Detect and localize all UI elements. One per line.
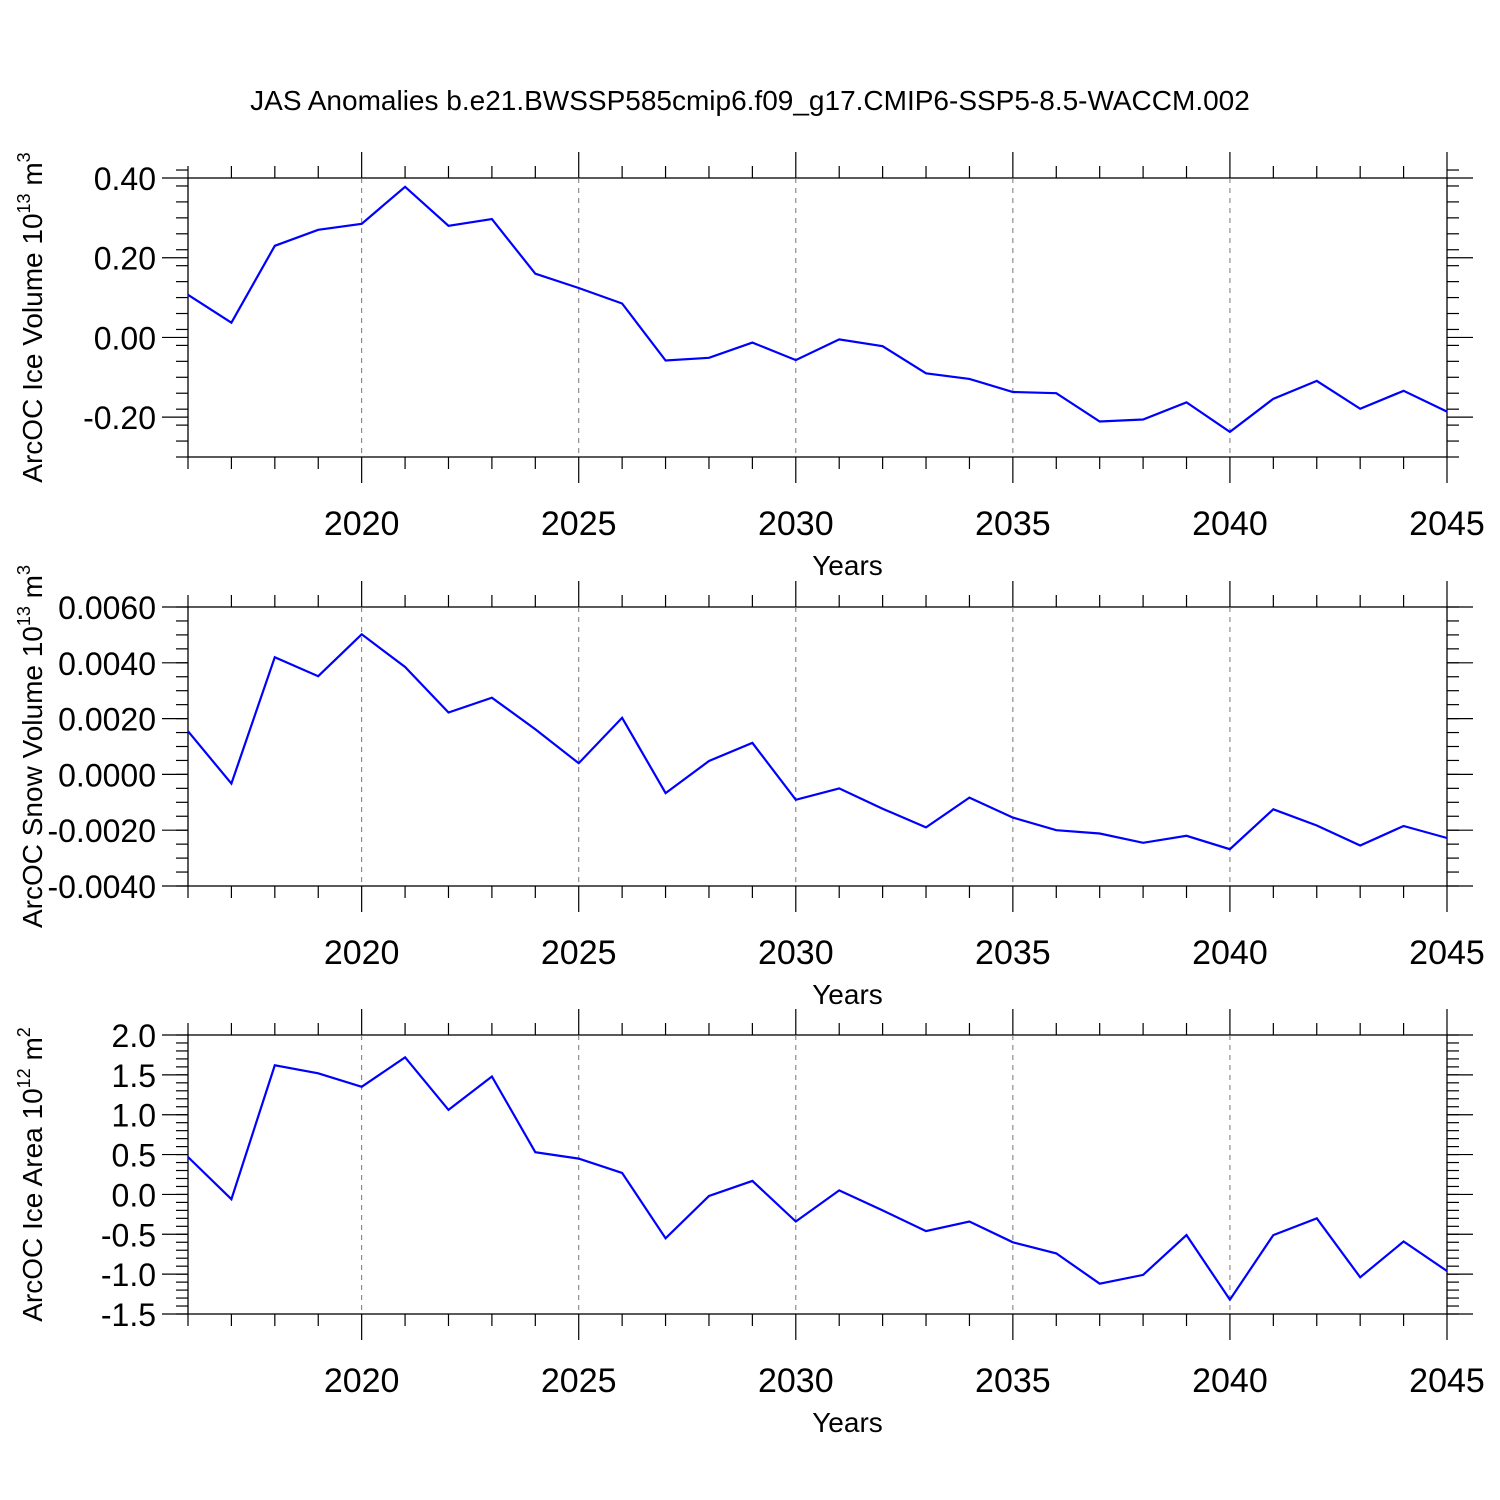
x-tick-label: 2040 [1192, 934, 1268, 972]
plot-frame [187, 1034, 1448, 1315]
y-tick-label: 0.00 [94, 320, 156, 356]
y-tick-label: 1.5 [112, 1058, 156, 1094]
x-axis-title: Years [812, 550, 883, 581]
y-tick-label: 0.40 [94, 161, 156, 197]
x-tick-label: 2020 [324, 934, 400, 972]
y-axis-title-unit: m [17, 575, 48, 606]
plot-frame [187, 606, 1448, 887]
y-axis-title-unit: m [17, 162, 48, 193]
x-tick-label: 2040 [1192, 1362, 1268, 1400]
x-tick-label: 2035 [975, 505, 1051, 543]
y-axis-title-unit: m [17, 1037, 48, 1068]
y-axis-title-exponent: 13 [14, 606, 34, 626]
y-axis-title: ArcOC Ice Volume 1013 m3 [14, 152, 48, 482]
y-axis-title: ArcOC Ice Area 1012 m2 [14, 1027, 48, 1322]
x-tick-label: 2045 [1409, 1362, 1485, 1400]
y-tick-label: 1.0 [112, 1098, 156, 1134]
x-tick-label: 2035 [975, 1362, 1051, 1400]
y-tick-label: 0.0060 [58, 590, 156, 626]
y-tick-label: 0.0000 [58, 757, 156, 793]
x-tick-label: 2030 [758, 505, 834, 543]
y-tick-label: 0.5 [112, 1138, 156, 1174]
x-tick-label: 2045 [1409, 505, 1485, 543]
y-tick-label: -0.0040 [47, 869, 156, 905]
series-line-ice-area [187, 1055, 1448, 1302]
y-tick-label: -1.0 [101, 1257, 156, 1293]
x-axis-title: Years [812, 979, 883, 1010]
y-axis-title-main: ArcOC Ice Area 10 [17, 1088, 48, 1321]
panel-snow-volume: 2020 2025 2030 2035 2040 2045 Years -0.0040 -0.0… [14, 565, 1485, 1010]
x-tick-label: 2020 [324, 1362, 400, 1400]
y-axis-title-unit-exponent: 3 [14, 565, 34, 575]
x-tick-label: 2030 [758, 1362, 834, 1400]
x-tick-label: 2045 [1409, 934, 1485, 972]
plot-frame [187, 177, 1448, 458]
x-tick-label: 2030 [758, 934, 834, 972]
y-axis-title-exponent: 12 [14, 1068, 34, 1088]
y-axis-title-main: ArcOC Snow Volume 10 [17, 626, 48, 928]
x-axis-title: Years [812, 1407, 883, 1438]
panel-ice-area: 2020 2025 2030 2035 2040 2045 Years -1.5 -1.0 -0.… [14, 1009, 1485, 1438]
y-tick-label: 0.20 [94, 241, 156, 277]
y-tick-label: 2.0 [112, 1018, 156, 1054]
y-axis-title: ArcOC Snow Volume 1013 m3 [14, 565, 48, 928]
panels: 2020 2025 2030 2035 2040 2045 Years -0.20 0.00 0.… [14, 152, 1485, 1438]
panel-ice-volume: 2020 2025 2030 2035 2040 2045 Years -0.20 0.00 0.… [14, 152, 1485, 581]
y-tick-label: -1.5 [101, 1297, 156, 1333]
figure-title: JAS Anomalies b.e21.BWSSP585cmip6.f09_g1… [250, 85, 1250, 116]
y-axis-title-unit-exponent: 3 [14, 152, 34, 162]
y-tick-label: -0.0020 [47, 813, 156, 849]
y-tick-label: 0.0040 [58, 646, 156, 682]
x-tick-label: 2025 [541, 934, 617, 972]
x-tick-label: 2020 [324, 505, 400, 543]
y-axis-title-main: ArcOC Ice Volume 10 [17, 213, 48, 482]
x-tick-label: 2025 [541, 1362, 617, 1400]
y-tick-label: 0.0020 [58, 702, 156, 738]
y-tick-label: -0.20 [83, 400, 156, 436]
x-tick-label: 2040 [1192, 505, 1268, 543]
y-axis-title-unit-exponent: 2 [14, 1027, 34, 1037]
series-line-snow-volume [187, 632, 1448, 851]
series-line-ice-volume [187, 185, 1448, 434]
x-tick-label: 2025 [541, 505, 617, 543]
y-tick-label: 0.0 [112, 1177, 156, 1213]
x-tick-label: 2035 [975, 934, 1051, 972]
y-tick-label: -0.5 [101, 1217, 156, 1253]
y-axis-title-exponent: 13 [14, 193, 34, 213]
